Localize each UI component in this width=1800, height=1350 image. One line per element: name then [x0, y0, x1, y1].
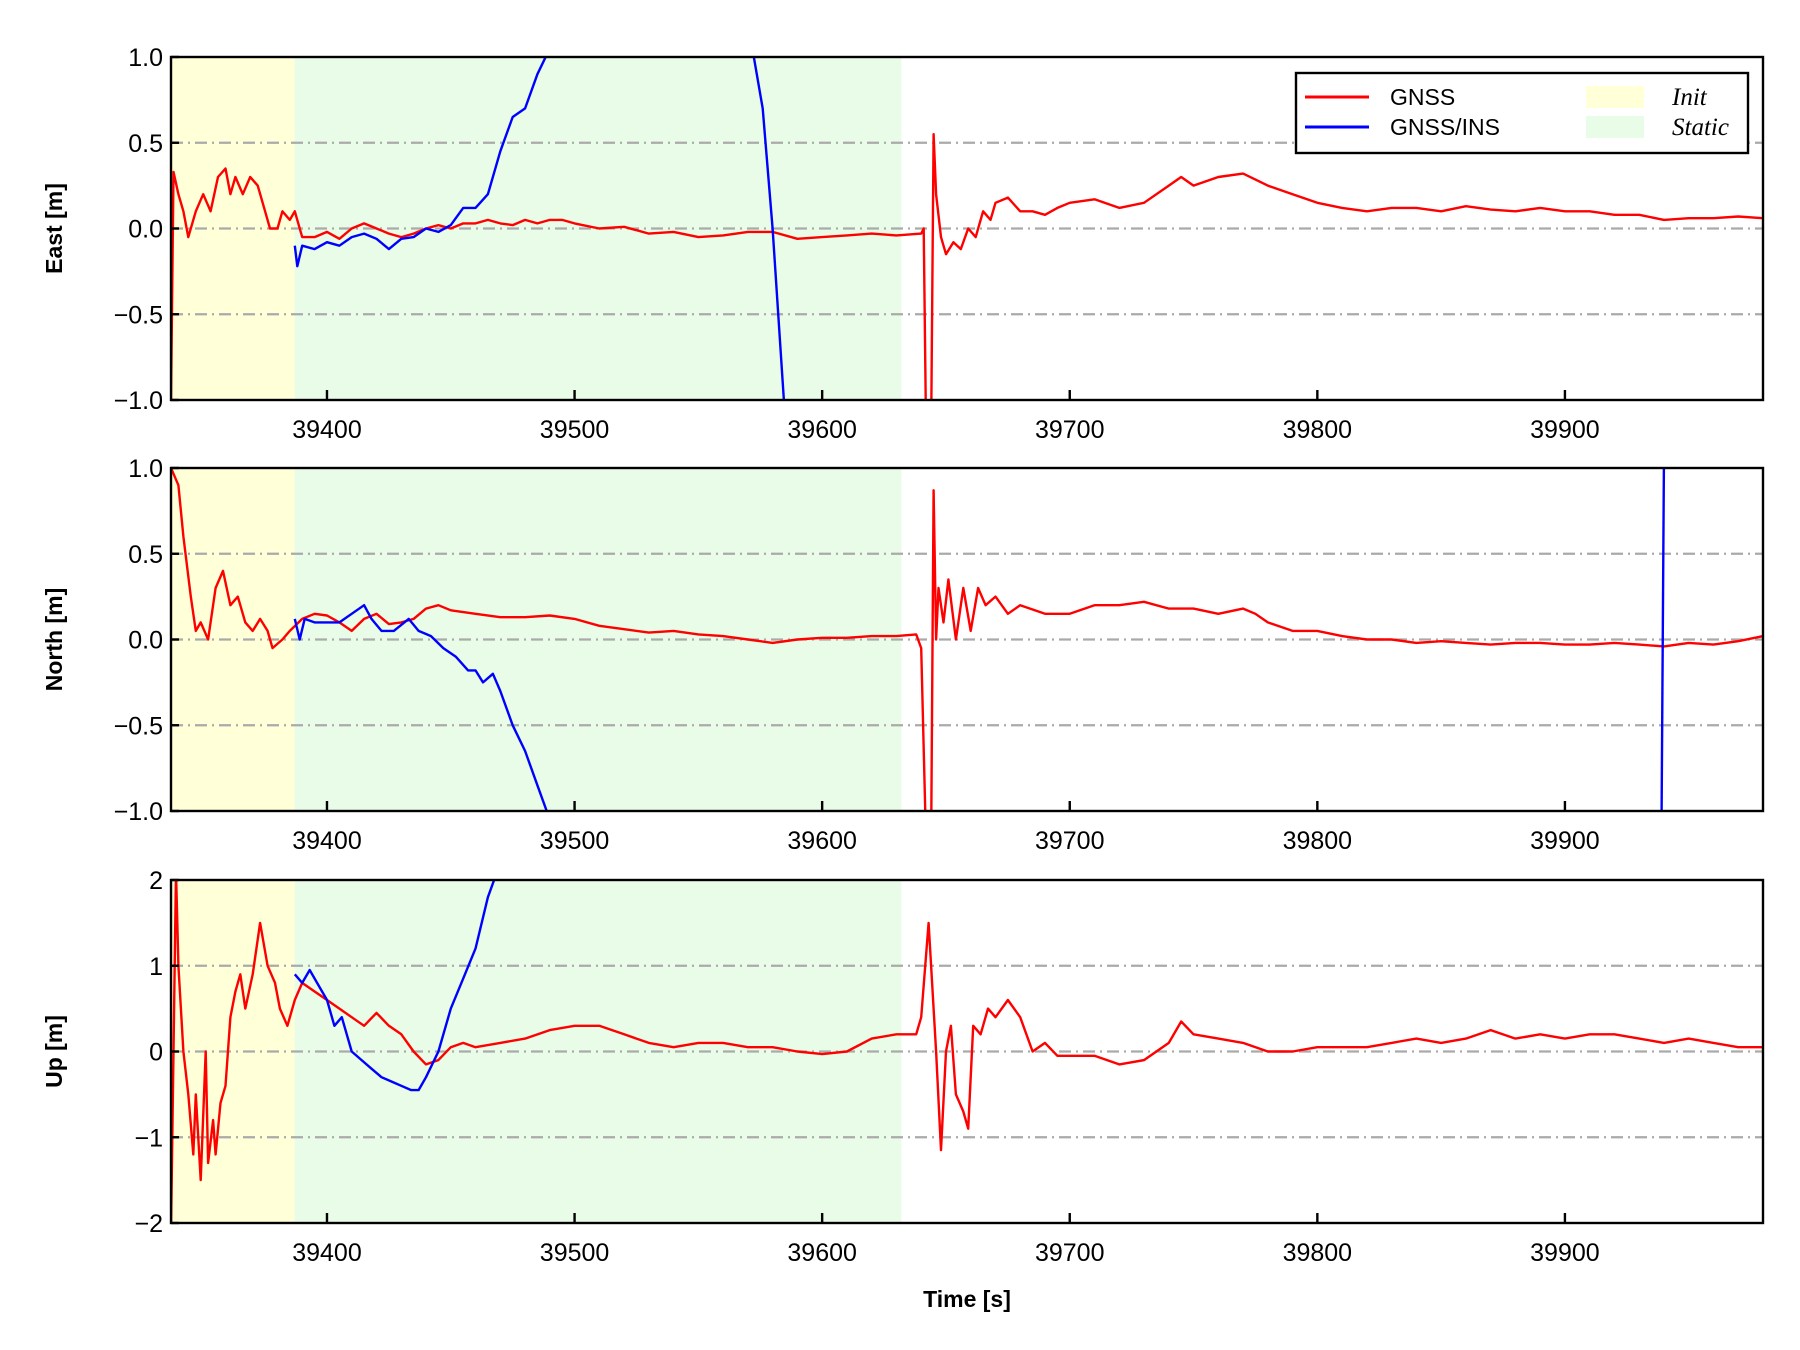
y-tick-label: −0.5	[114, 712, 163, 740]
y-tick-label: −1	[134, 1124, 163, 1152]
y-axis-label: Up [m]	[41, 1015, 67, 1088]
y-tick-label: −1.0	[114, 387, 163, 415]
series-line-gnss	[171, 132, 1763, 400]
legend-label: GNSS/INS	[1390, 114, 1500, 140]
legend-label: Static	[1672, 114, 1729, 141]
x-tick-label: 39600	[787, 416, 857, 444]
x-tick-label: 39500	[540, 416, 610, 444]
x-tick-label: 39600	[787, 827, 857, 855]
plot-area	[171, 57, 1763, 400]
y-tick-label: 2	[149, 867, 163, 895]
y-tick-label: 1.0	[128, 44, 163, 72]
x-tick-label: 39500	[540, 1239, 610, 1267]
x-tick-label: 39500	[540, 827, 610, 855]
x-tick-label: 39800	[1283, 416, 1353, 444]
panel-up: −2 −1 0 1 2 39400 39500 39600 39700 39800 39900 Up …	[41, 867, 1765, 1267]
y-axis-label: East [m]	[41, 183, 67, 274]
y-tick-label: −0.5	[114, 301, 163, 329]
y-tick-label: −1.0	[114, 798, 163, 826]
panel-north: −1.0 −0.5 0.0 0.5 1.0 39400 39500 39600 39700 398…	[41, 455, 1765, 855]
series-line-gnss-ins	[293, 57, 786, 400]
x-tick-label: 39600	[787, 1239, 857, 1267]
region-static	[294, 880, 902, 1223]
y-tick-label: −2	[134, 1210, 163, 1238]
plot-area	[171, 880, 1763, 1223]
y-tick-label: 0.5	[128, 130, 163, 158]
x-tick-label: 39700	[1035, 1239, 1105, 1267]
panel-east: −1.0 −0.5 0.0 0.5 1.0 39400 39500 39600 39700 398…	[41, 44, 1765, 444]
series-line-gnss-ins	[293, 880, 496, 1092]
y-tick-label: 0	[149, 1039, 163, 1067]
legend-box	[1294, 71, 1750, 155]
x-tick-label: 39700	[1035, 416, 1105, 444]
series-line-gnss-ins	[1660, 468, 1666, 811]
x-tick-label: 39900	[1530, 416, 1600, 444]
x-tick-label: 39400	[292, 416, 362, 444]
series-line-gnss	[171, 880, 1763, 1223]
plot-area	[171, 468, 1763, 811]
y-tick-label: 0.0	[128, 216, 163, 244]
x-tick-label: 39400	[292, 827, 362, 855]
x-tick-label: 39400	[292, 1239, 362, 1267]
legend-swatch-static	[1586, 116, 1644, 138]
x-tick-label: 39800	[1283, 1239, 1353, 1267]
legend-swatch-init	[1586, 86, 1644, 108]
y-tick-label: 0.0	[128, 627, 163, 655]
legend: GNSS GNSS/INS Init Static	[1294, 71, 1750, 155]
x-axis-label: Time [s]	[923, 1286, 1011, 1312]
series-line-gnss-ins	[293, 604, 548, 811]
y-tick-label: 0.5	[128, 541, 163, 569]
x-tick-label: 39900	[1530, 1239, 1600, 1267]
series-line-gnss	[171, 468, 1763, 811]
legend-label: Init	[1671, 84, 1708, 111]
x-tick-label: 39800	[1283, 827, 1353, 855]
x-tick-label: 39700	[1035, 827, 1105, 855]
y-tick-label: 1.0	[128, 455, 163, 483]
y-tick-label: 1	[149, 953, 163, 981]
y-axis-label: North [m]	[41, 588, 67, 691]
legend-label: GNSS	[1390, 84, 1455, 110]
x-tick-label: 39900	[1530, 827, 1600, 855]
